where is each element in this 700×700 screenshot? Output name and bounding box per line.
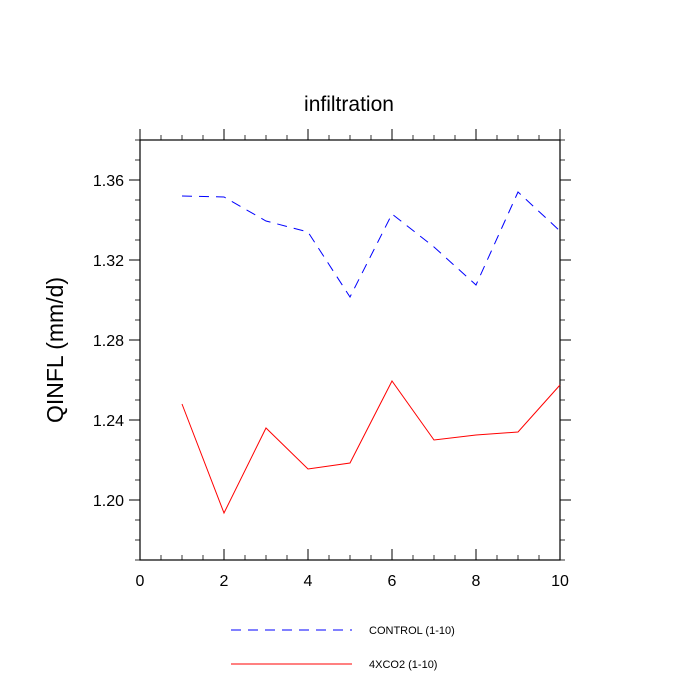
series-line-4xco2-1-10 [181,380,561,515]
x-tick-label: 8 [472,573,481,590]
legend: CONTROL (1-10) 4XCO2 (1-10) [231,625,455,671]
x-tick-label: 10 [551,573,569,590]
y-axis-label: QINFL (mm/d) [42,277,68,423]
y-tick-label: 1.24 [93,413,124,430]
x-tick-label: 4 [304,573,313,590]
series-layer [181,191,561,515]
chart-title: infiltration [304,93,394,116]
plot-frame [139,139,561,561]
series-line-control-1-10 [181,191,561,299]
legend-label-4xco2-1-10: 4XCO2 (1-10) [369,659,437,671]
x-tick-label: 0 [136,573,145,590]
x-tick-label: 6 [388,573,397,590]
x-tick-label: 2 [220,573,229,590]
legend-label-control-1-10: CONTROL (1-10) [369,625,455,637]
y-tick-label: 1.28 [93,333,124,350]
axis-ticks: 0 2 4 6 8 10 1.20 1.24 1.28 1.32 1.36 [93,129,571,590]
y-tick-label: 1.20 [93,493,124,510]
y-tick-label: 1.32 [93,253,124,270]
y-tick-label: 1.36 [93,173,124,190]
